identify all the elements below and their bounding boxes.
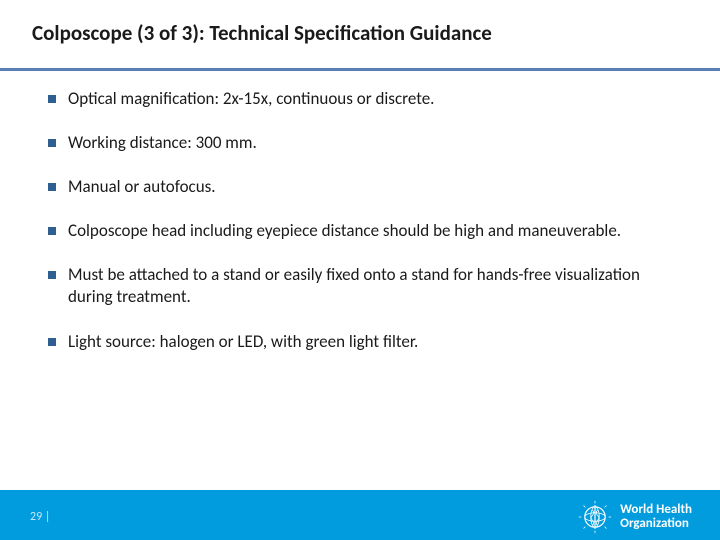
page-number-value: 29 <box>30 510 42 524</box>
bullet-item: Manual or autofocus. <box>48 176 680 198</box>
bullet-marker-icon <box>48 183 56 191</box>
who-line2: Organization <box>620 517 692 531</box>
bullet-marker-icon <box>48 338 56 346</box>
title-divider <box>0 68 720 71</box>
slide: Colposcope (3 of 3): Technical Specifica… <box>0 0 720 540</box>
bullet-text: Colposcope head including eyepiece dista… <box>68 220 680 242</box>
bullet-list: Optical magnification: 2x-15x, continuou… <box>48 88 680 375</box>
who-logo-text: World Health Organization <box>620 503 692 530</box>
bullet-text: Manual or autofocus. <box>68 176 680 198</box>
bullet-item: Optical magnification: 2x-15x, continuou… <box>48 88 680 110</box>
who-line1: World Health <box>620 503 692 517</box>
bullet-item: Light source: halogen or LED, with green… <box>48 331 680 353</box>
bullet-item: Must be attached to a stand or easily fi… <box>48 264 680 308</box>
bullet-marker-icon <box>48 139 56 147</box>
bullet-text: Working distance: 300 mm. <box>68 132 680 154</box>
bullet-marker-icon <box>48 227 56 235</box>
bullet-item: Colposcope head including eyepiece dista… <box>48 220 680 242</box>
bullet-text: Optical magnification: 2x-15x, continuou… <box>68 88 680 110</box>
bullet-text: Light source: halogen or LED, with green… <box>68 331 680 353</box>
bullet-marker-icon <box>48 95 56 103</box>
who-emblem-icon <box>578 500 612 534</box>
page-number-sep: | <box>45 510 51 524</box>
bullet-text: Must be attached to a stand or easily fi… <box>68 264 680 308</box>
page-number: 29 | <box>30 510 50 524</box>
footer-bar: 29 | World Health Organization <box>0 490 720 540</box>
who-logo: World Health Organization <box>578 500 692 534</box>
slide-title: Colposcope (3 of 3): Technical Specifica… <box>32 20 688 46</box>
bullet-item: Working distance: 300 mm. <box>48 132 680 154</box>
bullet-marker-icon <box>48 271 56 279</box>
